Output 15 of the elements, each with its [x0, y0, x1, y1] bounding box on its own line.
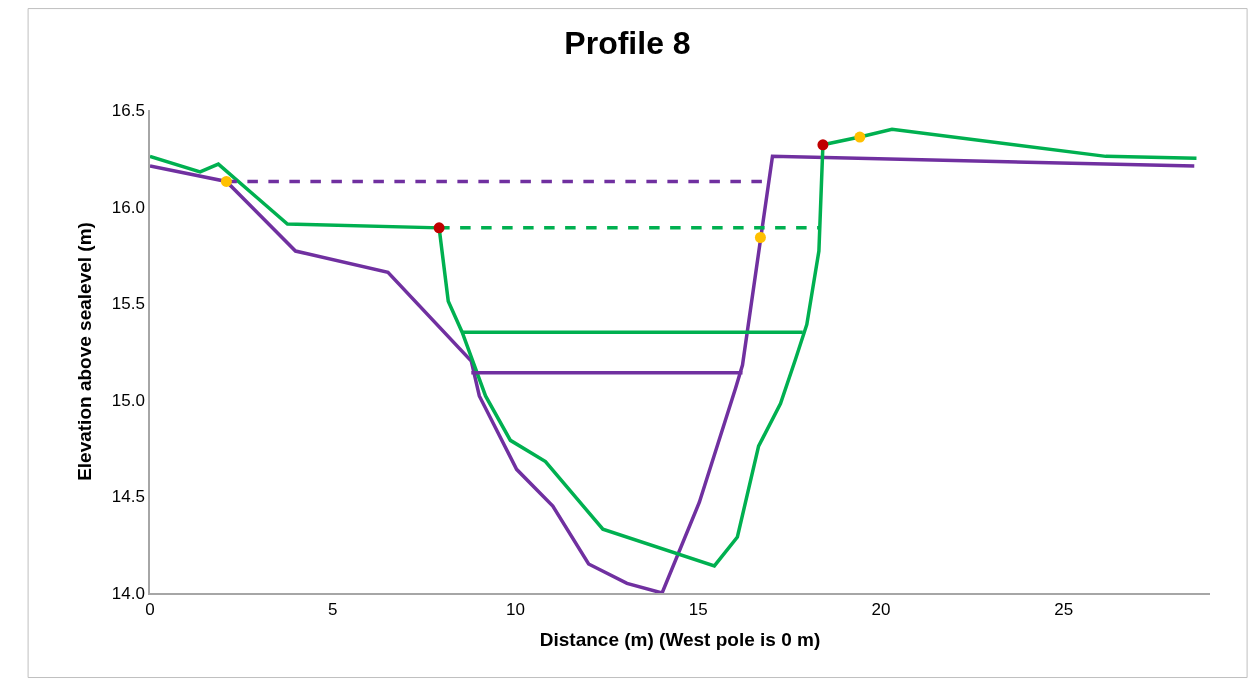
x-tick-label: 0	[145, 600, 155, 620]
x-tick-label: 15	[688, 600, 708, 620]
chart-title: Profile 8	[564, 24, 691, 61]
y-tick-label: 16.5	[111, 100, 145, 120]
x-tick-label: 10	[506, 600, 525, 620]
x-tick-label: 5	[328, 600, 338, 620]
y-tick-label: 16.0	[111, 197, 145, 217]
x-tick-label: 20	[871, 600, 891, 620]
x-axis-title: Distance (m) (West pole is 0 m)	[539, 629, 821, 651]
x-tick-label: 25	[1054, 600, 1074, 620]
y-tick-label: 15.5	[111, 294, 145, 314]
y-tick-label: 14.5	[111, 487, 145, 507]
y-tick-label: 14.0	[111, 583, 145, 603]
y-tick-label: 15.0	[111, 390, 145, 410]
y-axis-title: Elevation above sealevel (m)	[74, 222, 96, 481]
